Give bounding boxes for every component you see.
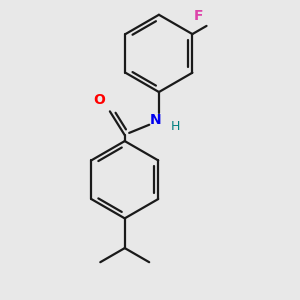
Text: H: H [171,120,180,133]
Text: F: F [194,9,204,23]
Text: O: O [94,93,105,107]
Text: N: N [150,113,162,127]
